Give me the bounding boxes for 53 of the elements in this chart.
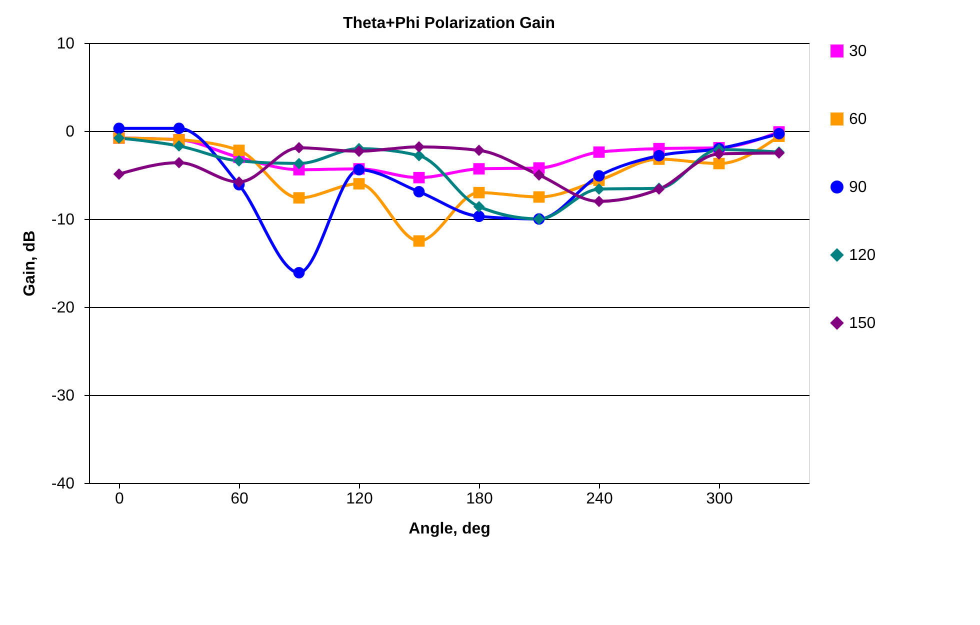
y-tick-label: -10 [51, 212, 75, 228]
point [593, 196, 605, 208]
point [233, 155, 245, 167]
point [293, 158, 305, 170]
y-tick-label: 0 [66, 124, 75, 140]
x-tick-label: 0 [115, 490, 124, 508]
x-tick-label: 180 [466, 490, 493, 508]
point [113, 122, 125, 134]
point [713, 158, 725, 170]
point [413, 150, 425, 162]
point [353, 146, 365, 157]
point [113, 168, 125, 180]
point [293, 192, 305, 204]
point [413, 235, 425, 247]
point [233, 176, 245, 188]
point [173, 156, 185, 168]
point [713, 148, 725, 160]
y-axis-title: Gain, dB [21, 230, 38, 296]
point [413, 141, 425, 153]
point [473, 200, 485, 212]
point [533, 191, 545, 203]
x-tick-label: 60 [230, 490, 248, 508]
point [413, 172, 425, 184]
legend-label: 60 [849, 111, 867, 128]
point [473, 210, 485, 222]
x-axis-title: Angle, deg [408, 520, 490, 538]
point [533, 169, 545, 181]
legend-label: 150 [849, 315, 876, 332]
point [173, 140, 185, 152]
point [653, 150, 665, 162]
point [473, 144, 485, 156]
point [353, 178, 365, 190]
y-tick-label: 10 [56, 36, 75, 52]
legend-label: 90 [849, 179, 867, 196]
y-tick-label: -30 [51, 388, 75, 404]
point [593, 170, 605, 182]
point [473, 163, 485, 175]
point [293, 142, 305, 154]
x-tick-label: 300 [706, 490, 733, 508]
point [413, 186, 425, 198]
y-tick-label: -40 [51, 476, 75, 492]
point [473, 186, 485, 198]
y-tick-label: -20 [51, 300, 75, 316]
point [173, 122, 185, 134]
point [233, 144, 245, 156]
point [593, 183, 605, 195]
x-tick-label: 120 [346, 490, 373, 508]
legend-label: 120 [849, 247, 876, 264]
chart-title: Theta+Phi Polarization Gain [342, 15, 556, 32]
point [293, 266, 305, 278]
legend-label: 30 [849, 43, 867, 60]
x-tick-label: 240 [586, 490, 613, 508]
point [593, 146, 605, 158]
